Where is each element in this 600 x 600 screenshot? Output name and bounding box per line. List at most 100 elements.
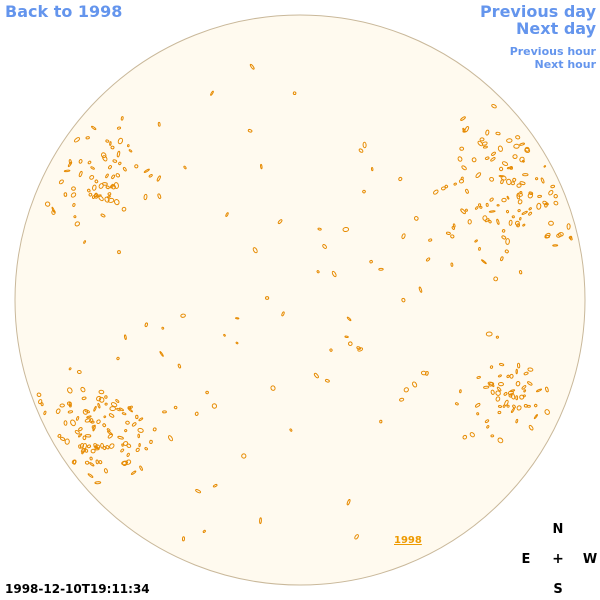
feature-contour [78, 444, 82, 449]
feature-contour [537, 194, 542, 198]
feature-contour [105, 185, 110, 190]
feature-contour [89, 175, 95, 180]
feature-contour [80, 386, 86, 393]
feature-contour [63, 169, 71, 173]
feature-contour [70, 419, 76, 427]
previous-hour-link[interactable]: Previous hour [509, 45, 596, 58]
feature-contour [247, 129, 253, 133]
next-day-link[interactable]: Next day [516, 19, 596, 38]
feature-contour [526, 404, 531, 408]
feature-contour [78, 170, 83, 178]
feature-contour [322, 244, 327, 249]
feature-contour [522, 223, 526, 227]
feature-contour [93, 405, 97, 412]
feature-contour [462, 434, 468, 440]
feature-contour [72, 203, 76, 207]
feature-contour [75, 416, 80, 421]
feature-contour [109, 406, 116, 412]
feature-contour [506, 404, 510, 408]
feature-contour [484, 419, 490, 424]
feature-contour [64, 438, 70, 445]
feature-contour [167, 435, 174, 442]
feature-contour [369, 259, 373, 264]
feature-contour [68, 159, 72, 165]
feature-contour [134, 164, 139, 169]
feature-contour [346, 498, 351, 506]
feature-contour [181, 536, 186, 542]
compass-north: N [552, 522, 564, 537]
feature-contour [378, 267, 384, 271]
feature-contour [117, 137, 124, 145]
feature-contour [513, 143, 520, 149]
feature-contour [74, 429, 80, 435]
feature-contour [159, 350, 164, 357]
feature-contour [123, 441, 129, 446]
compass-south: S [553, 582, 563, 597]
feature-contour [139, 465, 143, 471]
feature-contour [488, 210, 496, 213]
next-hour-link[interactable]: Next hour [534, 58, 597, 71]
feature-contour [109, 141, 112, 146]
year-link[interactable]: 1998 [394, 535, 422, 546]
feature-contour [495, 390, 501, 396]
feature-contour [130, 470, 137, 476]
feature-contour [478, 247, 481, 251]
feature-contour [106, 428, 111, 432]
feature-contour [205, 390, 209, 395]
feature-contour [105, 445, 110, 450]
feature-contour [100, 152, 107, 159]
feature-contour [111, 174, 116, 180]
feature-contour [506, 195, 510, 200]
feature-contour [71, 186, 76, 191]
feature-contour [36, 392, 42, 398]
feature-contour [148, 174, 153, 178]
feature-contour [356, 346, 362, 350]
feature-contour [63, 420, 68, 426]
feature-contour [522, 173, 529, 177]
feature-contour [324, 378, 330, 383]
previous-day-link[interactable]: Previous day [479, 2, 596, 21]
feature-contour [74, 221, 80, 227]
feature-contour [462, 128, 466, 133]
feature-contour [143, 168, 150, 173]
feature-contour [501, 161, 509, 167]
feature-contour [460, 208, 466, 215]
feature-contour [90, 448, 96, 454]
feature-contour [497, 437, 504, 444]
back-to-year-link[interactable]: Back to 1998 [5, 2, 123, 21]
feature-contour [104, 395, 108, 399]
feature-contour [527, 367, 534, 372]
feature-contour [452, 223, 456, 228]
feature-contour [504, 249, 509, 254]
feature-contour [94, 481, 102, 485]
feature-contour [95, 459, 99, 465]
feature-contour [115, 399, 120, 403]
feature-contour [399, 397, 405, 402]
feature-contour [489, 365, 494, 369]
feature-contour [482, 145, 488, 149]
feature-contour [486, 425, 490, 429]
feature-contour [241, 453, 247, 459]
feature-contour [516, 192, 523, 197]
feature-contour [292, 91, 297, 95]
feature-contour [527, 192, 534, 199]
feature-contour [510, 407, 515, 414]
feature-contour [433, 189, 439, 195]
feature-contour [103, 415, 107, 419]
feature-contour [121, 460, 129, 466]
feature-contour [516, 223, 521, 228]
feature-contour [235, 317, 240, 320]
feature-contour [506, 166, 513, 170]
feature-contour [152, 427, 157, 432]
feature-contour [113, 182, 119, 189]
feature-contour [212, 483, 218, 488]
feature-contour [118, 407, 124, 412]
feature-contour [249, 63, 255, 70]
feature-contour [342, 226, 350, 233]
feature-contour [102, 446, 107, 450]
feature-contour [126, 144, 130, 148]
feature-contour [508, 219, 513, 226]
feature-contour [504, 399, 509, 407]
feature-contour [515, 135, 521, 140]
